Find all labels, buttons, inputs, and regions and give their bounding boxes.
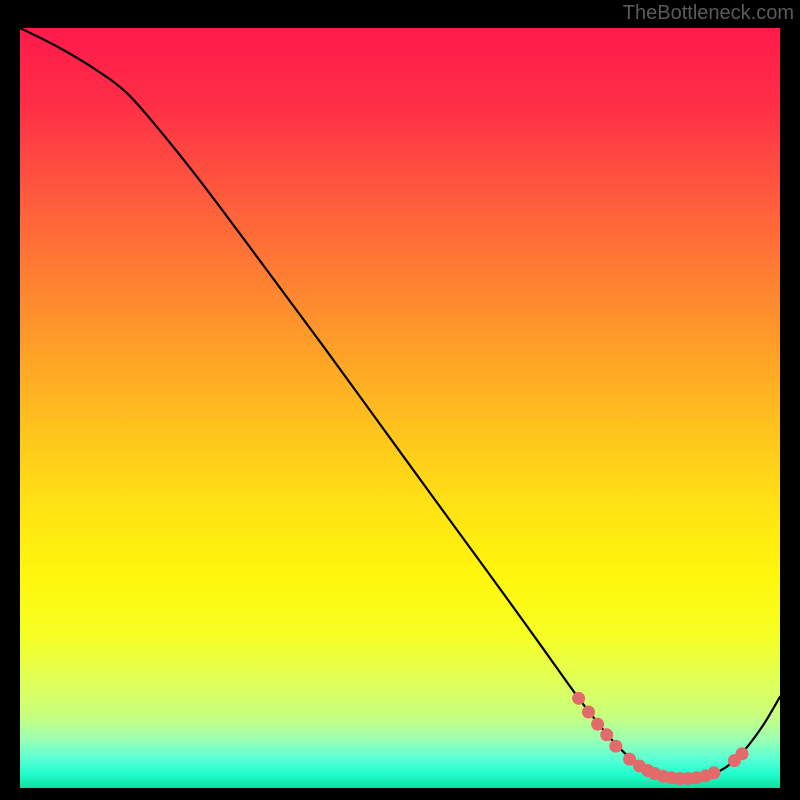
marker-point (591, 718, 604, 731)
plot-area (20, 28, 780, 788)
chart-svg (20, 28, 780, 788)
marker-point (736, 747, 749, 760)
bottleneck-curve (20, 28, 780, 779)
marker-point (600, 728, 613, 741)
marker-point (609, 740, 622, 753)
marker-point (582, 706, 595, 719)
curve-markers (572, 692, 748, 785)
marker-point (572, 692, 585, 705)
marker-point (707, 766, 720, 779)
watermark-text: TheBottleneck.com (623, 2, 794, 25)
